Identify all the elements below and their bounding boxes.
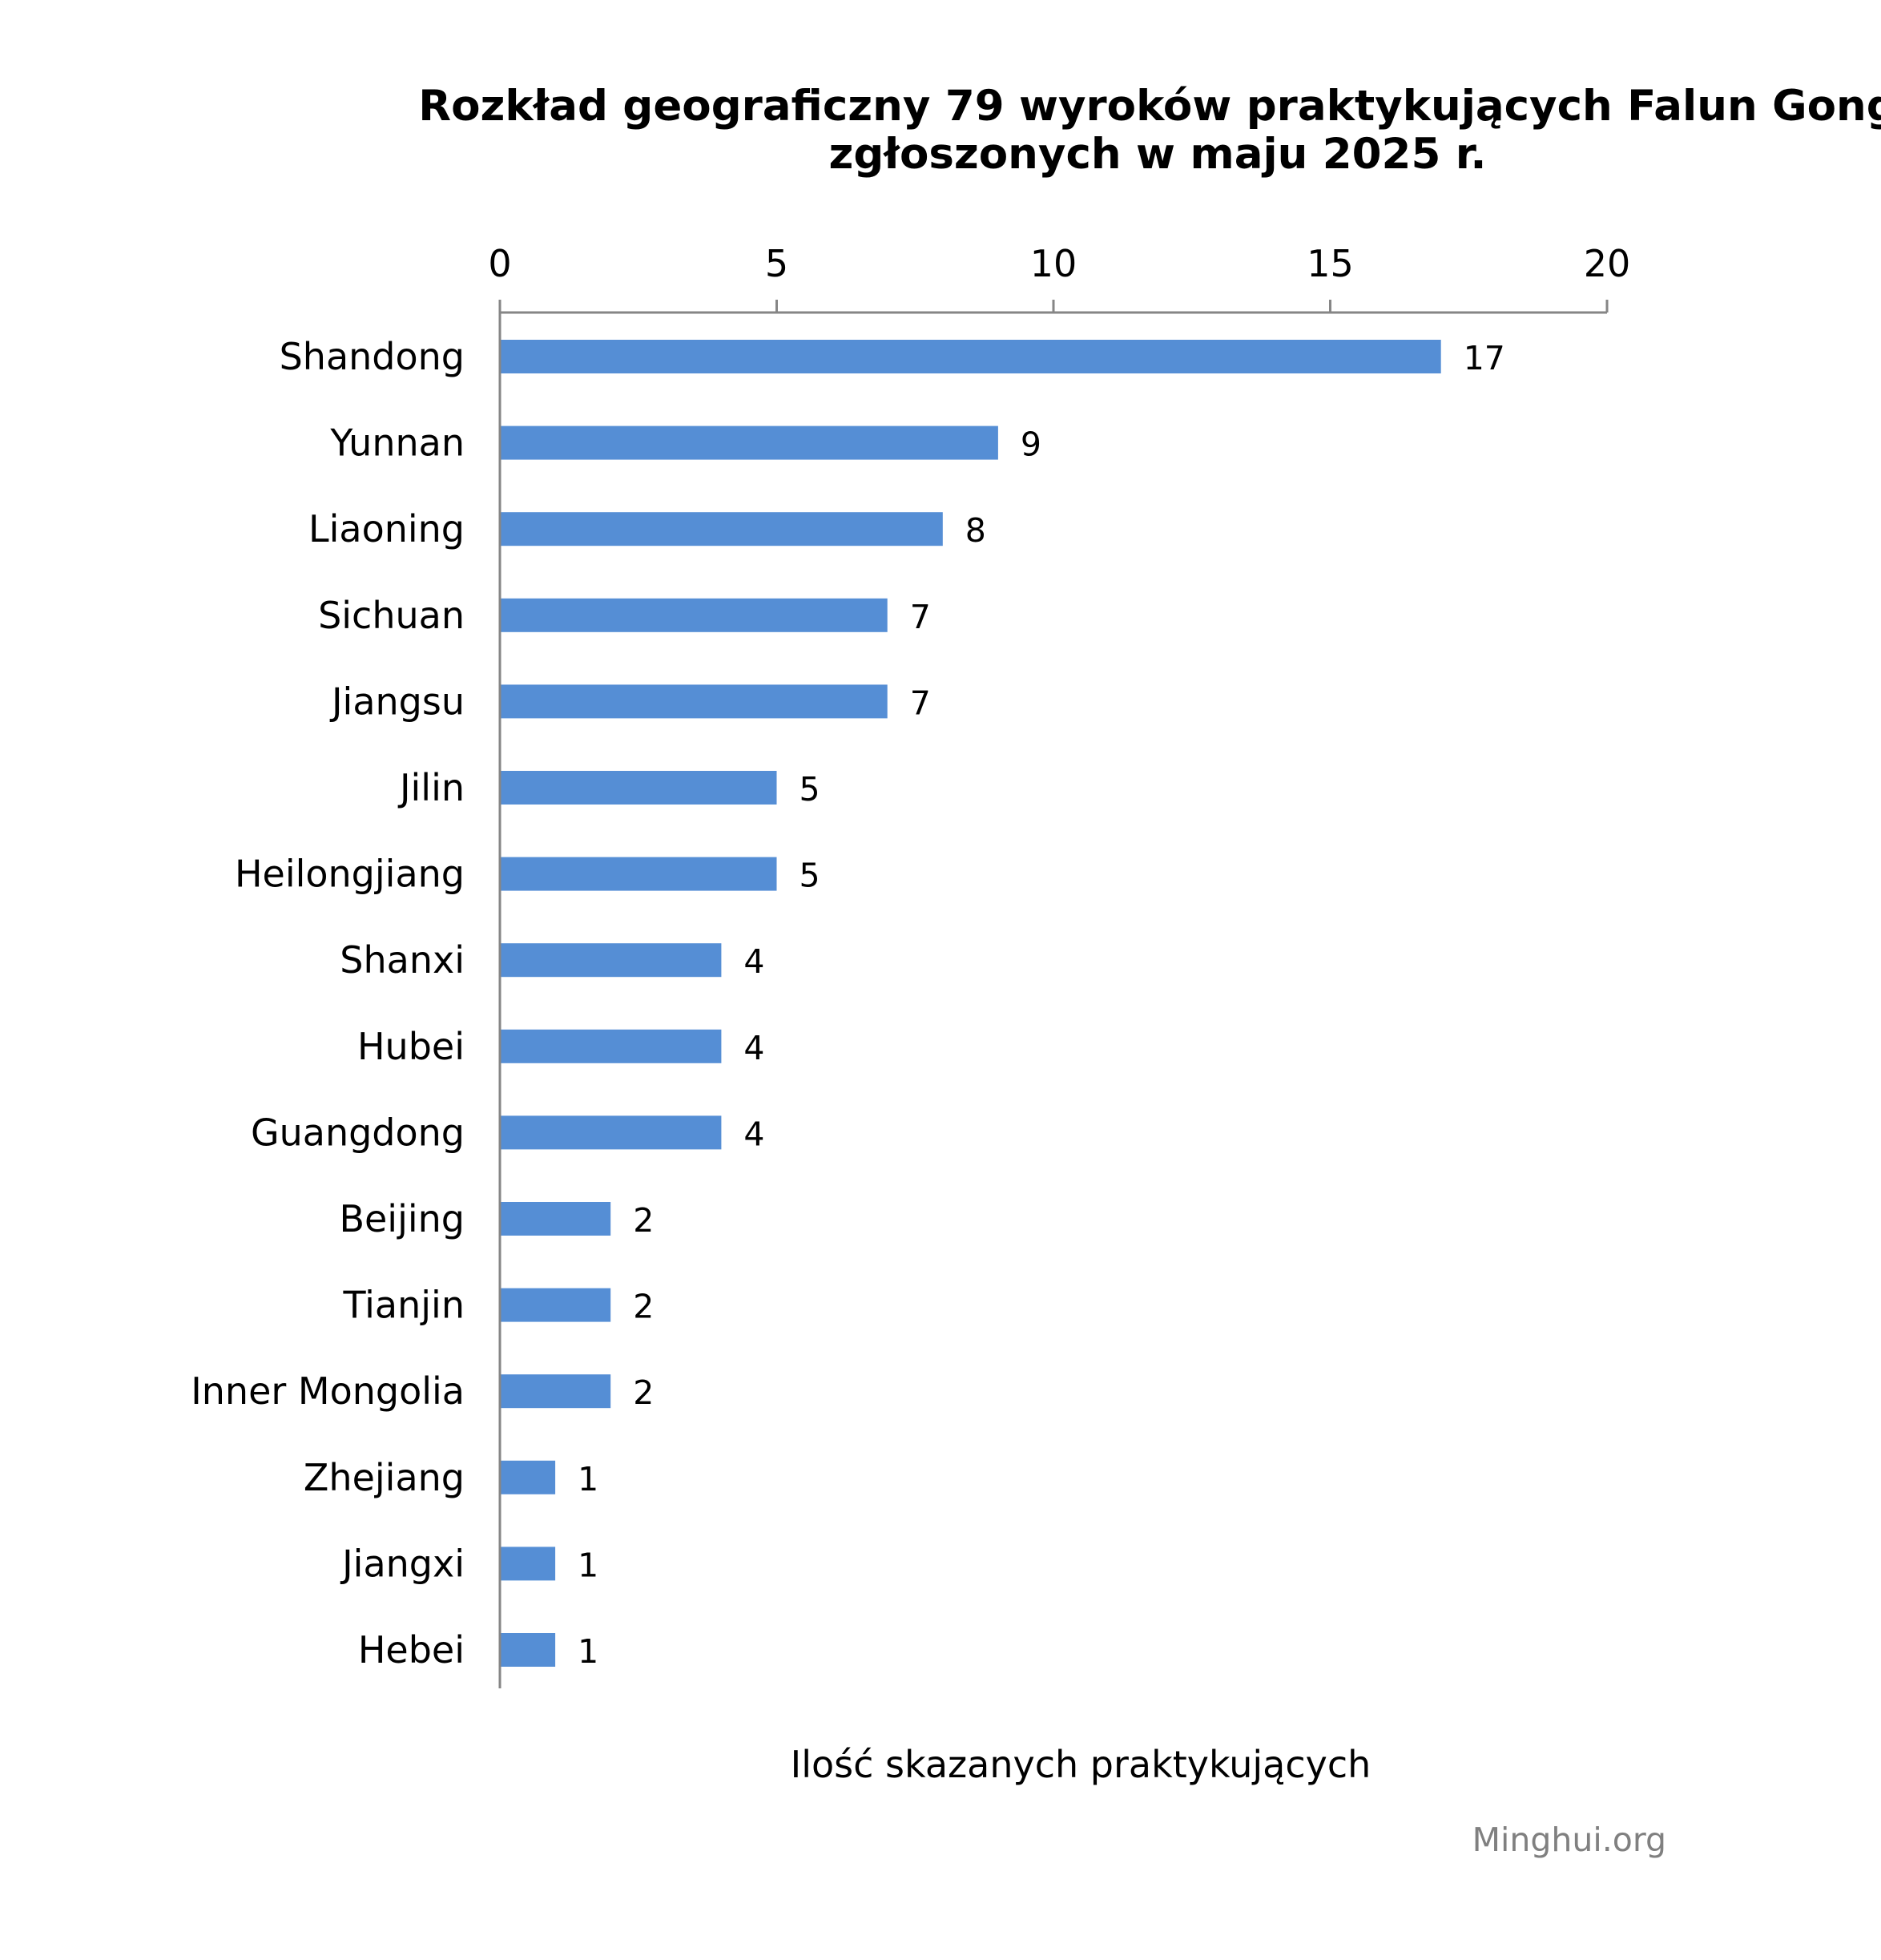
data-label: 9 [1021,425,1041,464]
data-labels: 17 9 8 7 7 5 5 4 4 4 2 2 2 1 1 1 [578,339,1505,1671]
x-tick-label: 15 [1307,242,1354,285]
category-label: Jiangsu [329,680,465,723]
data-label: 7 [910,684,931,722]
bar [501,1547,556,1581]
data-label: 1 [578,1632,598,1671]
bar [501,340,1441,373]
category-label: Hebei [358,1628,465,1672]
bar [501,425,998,460]
data-label: 5 [800,857,820,895]
bar [501,1115,722,1150]
bars [501,340,1441,1667]
source-credit: Minghui.org [1472,1821,1666,1859]
chart-subtitle: zgłoszonych w maju 2025 r. [829,130,1487,179]
x-tick-label: 10 [1030,242,1077,285]
data-label: 1 [578,1460,598,1498]
category-label: Sichuan [318,594,465,637]
bar [501,598,888,632]
data-label: 5 [800,770,820,809]
category-labels: Shandong Yunnan Liaoning Sichuan Jiangsu Jili… [191,335,465,1672]
bar [501,1633,556,1667]
data-label: 4 [743,1115,764,1153]
bar [501,684,888,719]
category-label: Shanxi [340,938,465,982]
data-label: 1 [578,1546,598,1584]
data-label: 4 [743,1029,764,1067]
category-label: Hubei [357,1025,465,1068]
bar [501,512,943,546]
data-label: 7 [910,598,931,636]
data-label: 17 [1464,339,1505,377]
bar [501,771,777,805]
data-label: 4 [743,942,764,981]
category-label: Jilin [397,766,465,809]
data-label: 2 [633,1288,654,1326]
category-label: Beijing [339,1197,465,1240]
data-label: 2 [633,1201,654,1240]
axes: 0 5 10 15 20 [488,242,1630,1688]
category-label: Tianjin [342,1284,465,1327]
x-tick-label: 5 [765,242,788,285]
bar [501,1374,611,1409]
data-label: 2 [633,1373,654,1412]
data-label: 8 [965,511,986,550]
category-label: Yunnan [329,421,465,465]
category-label: Liaoning [308,507,465,550]
bar [501,1202,611,1236]
bar [501,943,722,978]
category-label: Guangdong [251,1111,465,1154]
x-tick-label: 20 [1584,242,1631,285]
bar [501,1029,722,1063]
bar [501,1288,611,1322]
chart-title: Rozkład geograficzny 79 wyroków praktyku… [418,82,1881,131]
x-axis-label: Ilość skazanych praktykujących [791,1743,1371,1786]
category-label: Jiangxi [340,1542,465,1585]
bar [501,857,777,891]
category-label: Shandong [280,335,465,378]
x-tick-label: 0 [488,242,511,285]
category-label: Inner Mongolia [191,1369,465,1413]
category-label: Zhejiang [304,1456,465,1499]
category-label: Heilongjiang [235,853,465,896]
bar [501,1460,556,1494]
